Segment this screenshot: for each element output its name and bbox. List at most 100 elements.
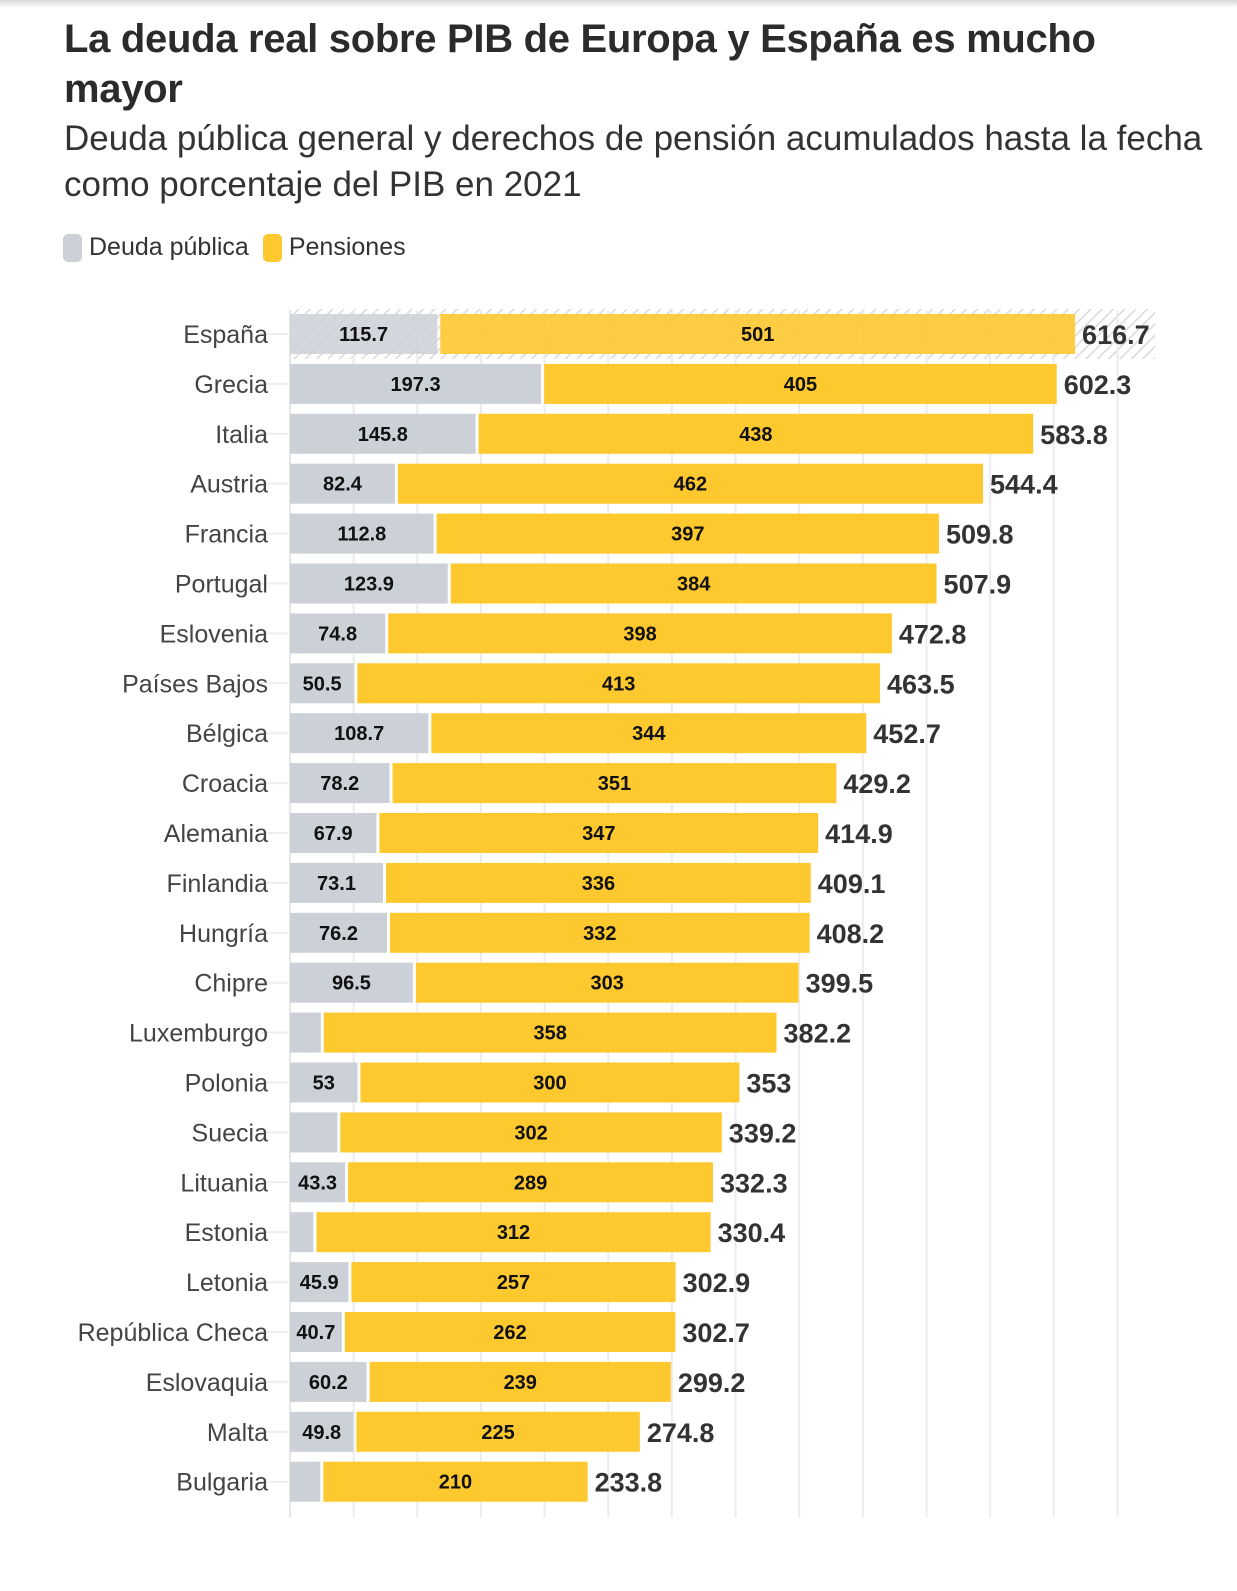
category-label: Hungría [179, 920, 268, 948]
category-label: Croacia [182, 770, 268, 798]
total-label: 452.7 [873, 719, 941, 749]
legend-swatch-pensiones [262, 233, 282, 262]
value-label-deuda: 115.7 [339, 324, 388, 346]
category-label: Bélgica [186, 720, 268, 748]
value-label-pensiones: 302 [514, 1122, 547, 1144]
total-label: 330.4 [718, 1218, 786, 1248]
value-label-deuda: 76.2 [319, 923, 358, 945]
value-label-deuda: 49.8 [302, 1422, 341, 1444]
value-label-pensiones: 398 [623, 623, 656, 645]
category-label: Finlandia [167, 870, 269, 898]
bar-pensiones [392, 763, 837, 804]
value-label-deuda: 50.5 [303, 673, 342, 695]
total-label: 507.9 [944, 570, 1012, 600]
value-label-pensiones: 347 [582, 823, 615, 845]
bar-deuda [290, 962, 413, 1003]
value-label-pensiones: 501 [741, 324, 774, 346]
bar-deuda [290, 1312, 342, 1352]
value-label-pensiones: 358 [533, 1023, 566, 1045]
total-label: 274.8 [647, 1418, 715, 1448]
bar-deuda [290, 813, 377, 853]
legend-swatch-deuda [63, 233, 82, 262]
total-label: 339.2 [729, 1118, 797, 1148]
total-label: 332.3 [720, 1168, 788, 1198]
value-label-pensiones: 344 [632, 723, 666, 745]
bar-pensiones [390, 912, 810, 953]
category-label: Portugal [175, 571, 268, 599]
value-label-deuda: 96.5 [332, 973, 371, 995]
category-label: Polonia [185, 1070, 268, 1098]
bar-pensiones [357, 663, 881, 704]
legend-label-deuda: Deuda pública [89, 233, 249, 261]
value-label-pensiones: 239 [504, 1372, 537, 1394]
bar-deuda [290, 713, 429, 754]
value-label-pensiones: 257 [497, 1272, 530, 1294]
total-label: 409.1 [818, 869, 886, 899]
category-label: Suecia [192, 1119, 269, 1147]
category-label: España [183, 321, 268, 349]
value-label-deuda: 145.8 [358, 424, 408, 446]
total-label: 233.8 [595, 1468, 663, 1498]
category-label: Eslovenia [160, 620, 268, 648]
bar-deuda [290, 513, 434, 554]
bar-deuda [290, 1162, 346, 1203]
category-label: Eslovaquia [146, 1369, 268, 1397]
total-label: 509.8 [946, 520, 1014, 550]
value-label-deuda: 108.7 [334, 723, 384, 745]
bar-deuda [290, 1212, 314, 1253]
bar-pensiones [323, 1461, 588, 1502]
bar-pensiones [431, 713, 867, 754]
value-label-pensiones: 262 [493, 1322, 526, 1344]
stacked-bar-chart: España 115.7 501 616.7 Grecia 197.3 405 602.3 It… [78, 309, 1156, 1518]
bar-deuda [290, 1411, 354, 1452]
value-label-pensiones: 462 [674, 474, 707, 496]
total-label: 463.5 [887, 669, 955, 699]
bar-deuda [290, 912, 388, 953]
category-label: Italia [215, 421, 268, 449]
value-label-deuda: 82.4 [323, 474, 363, 496]
value-label-deuda: 40.7 [296, 1322, 335, 1344]
value-label-pensiones: 289 [514, 1172, 547, 1194]
bar-pensiones [415, 962, 799, 1003]
bar-deuda [290, 314, 438, 354]
category-label: República Checa [78, 1319, 268, 1347]
value-label-pensiones: 351 [598, 773, 631, 795]
bar-pensiones [369, 1361, 671, 1402]
bar-deuda [290, 1262, 349, 1303]
bar-pensiones [323, 1012, 777, 1053]
bar-deuda [290, 463, 395, 504]
bar-deuda [290, 413, 476, 454]
total-label: 472.8 [899, 619, 967, 649]
value-label-deuda: 43.3 [298, 1172, 337, 1194]
value-label-deuda: 73.1 [317, 873, 356, 895]
legend: Deuda pública Pensiones [63, 233, 420, 262]
bar-deuda [290, 1062, 358, 1103]
category-label: Malta [207, 1419, 268, 1447]
value-label-pensiones: 332 [583, 923, 616, 945]
bar-pensiones [316, 1212, 711, 1253]
total-label: 353 [746, 1069, 791, 1099]
category-label: Letonia [186, 1269, 268, 1297]
value-label-pensiones: 300 [533, 1073, 566, 1095]
category-label: Austria [190, 471, 268, 499]
total-label: 399.5 [806, 969, 874, 999]
legend-label-pensiones: Pensiones [288, 233, 406, 261]
total-label: 408.2 [817, 919, 885, 949]
value-label-pensiones: 438 [739, 424, 772, 446]
total-label: 616.7 [1082, 320, 1150, 350]
bar-deuda [290, 1012, 321, 1053]
total-label: 544.4 [990, 470, 1058, 500]
category-label: Lituania [180, 1169, 268, 1197]
category-label: Estonia [185, 1219, 268, 1247]
category-label: Francia [185, 521, 268, 549]
value-label-deuda: 123.9 [344, 574, 394, 596]
bar-deuda [290, 1112, 338, 1153]
value-label-deuda: 53 [313, 1073, 335, 1095]
value-label-pensiones: 405 [784, 374, 817, 396]
value-label-pensiones: 397 [671, 524, 704, 546]
value-label-pensiones: 210 [439, 1472, 472, 1494]
total-label: 302.9 [683, 1268, 751, 1298]
bar-pensiones [356, 1411, 640, 1452]
value-label-pensiones: 384 [677, 574, 711, 596]
bar-pensiones [386, 862, 811, 903]
